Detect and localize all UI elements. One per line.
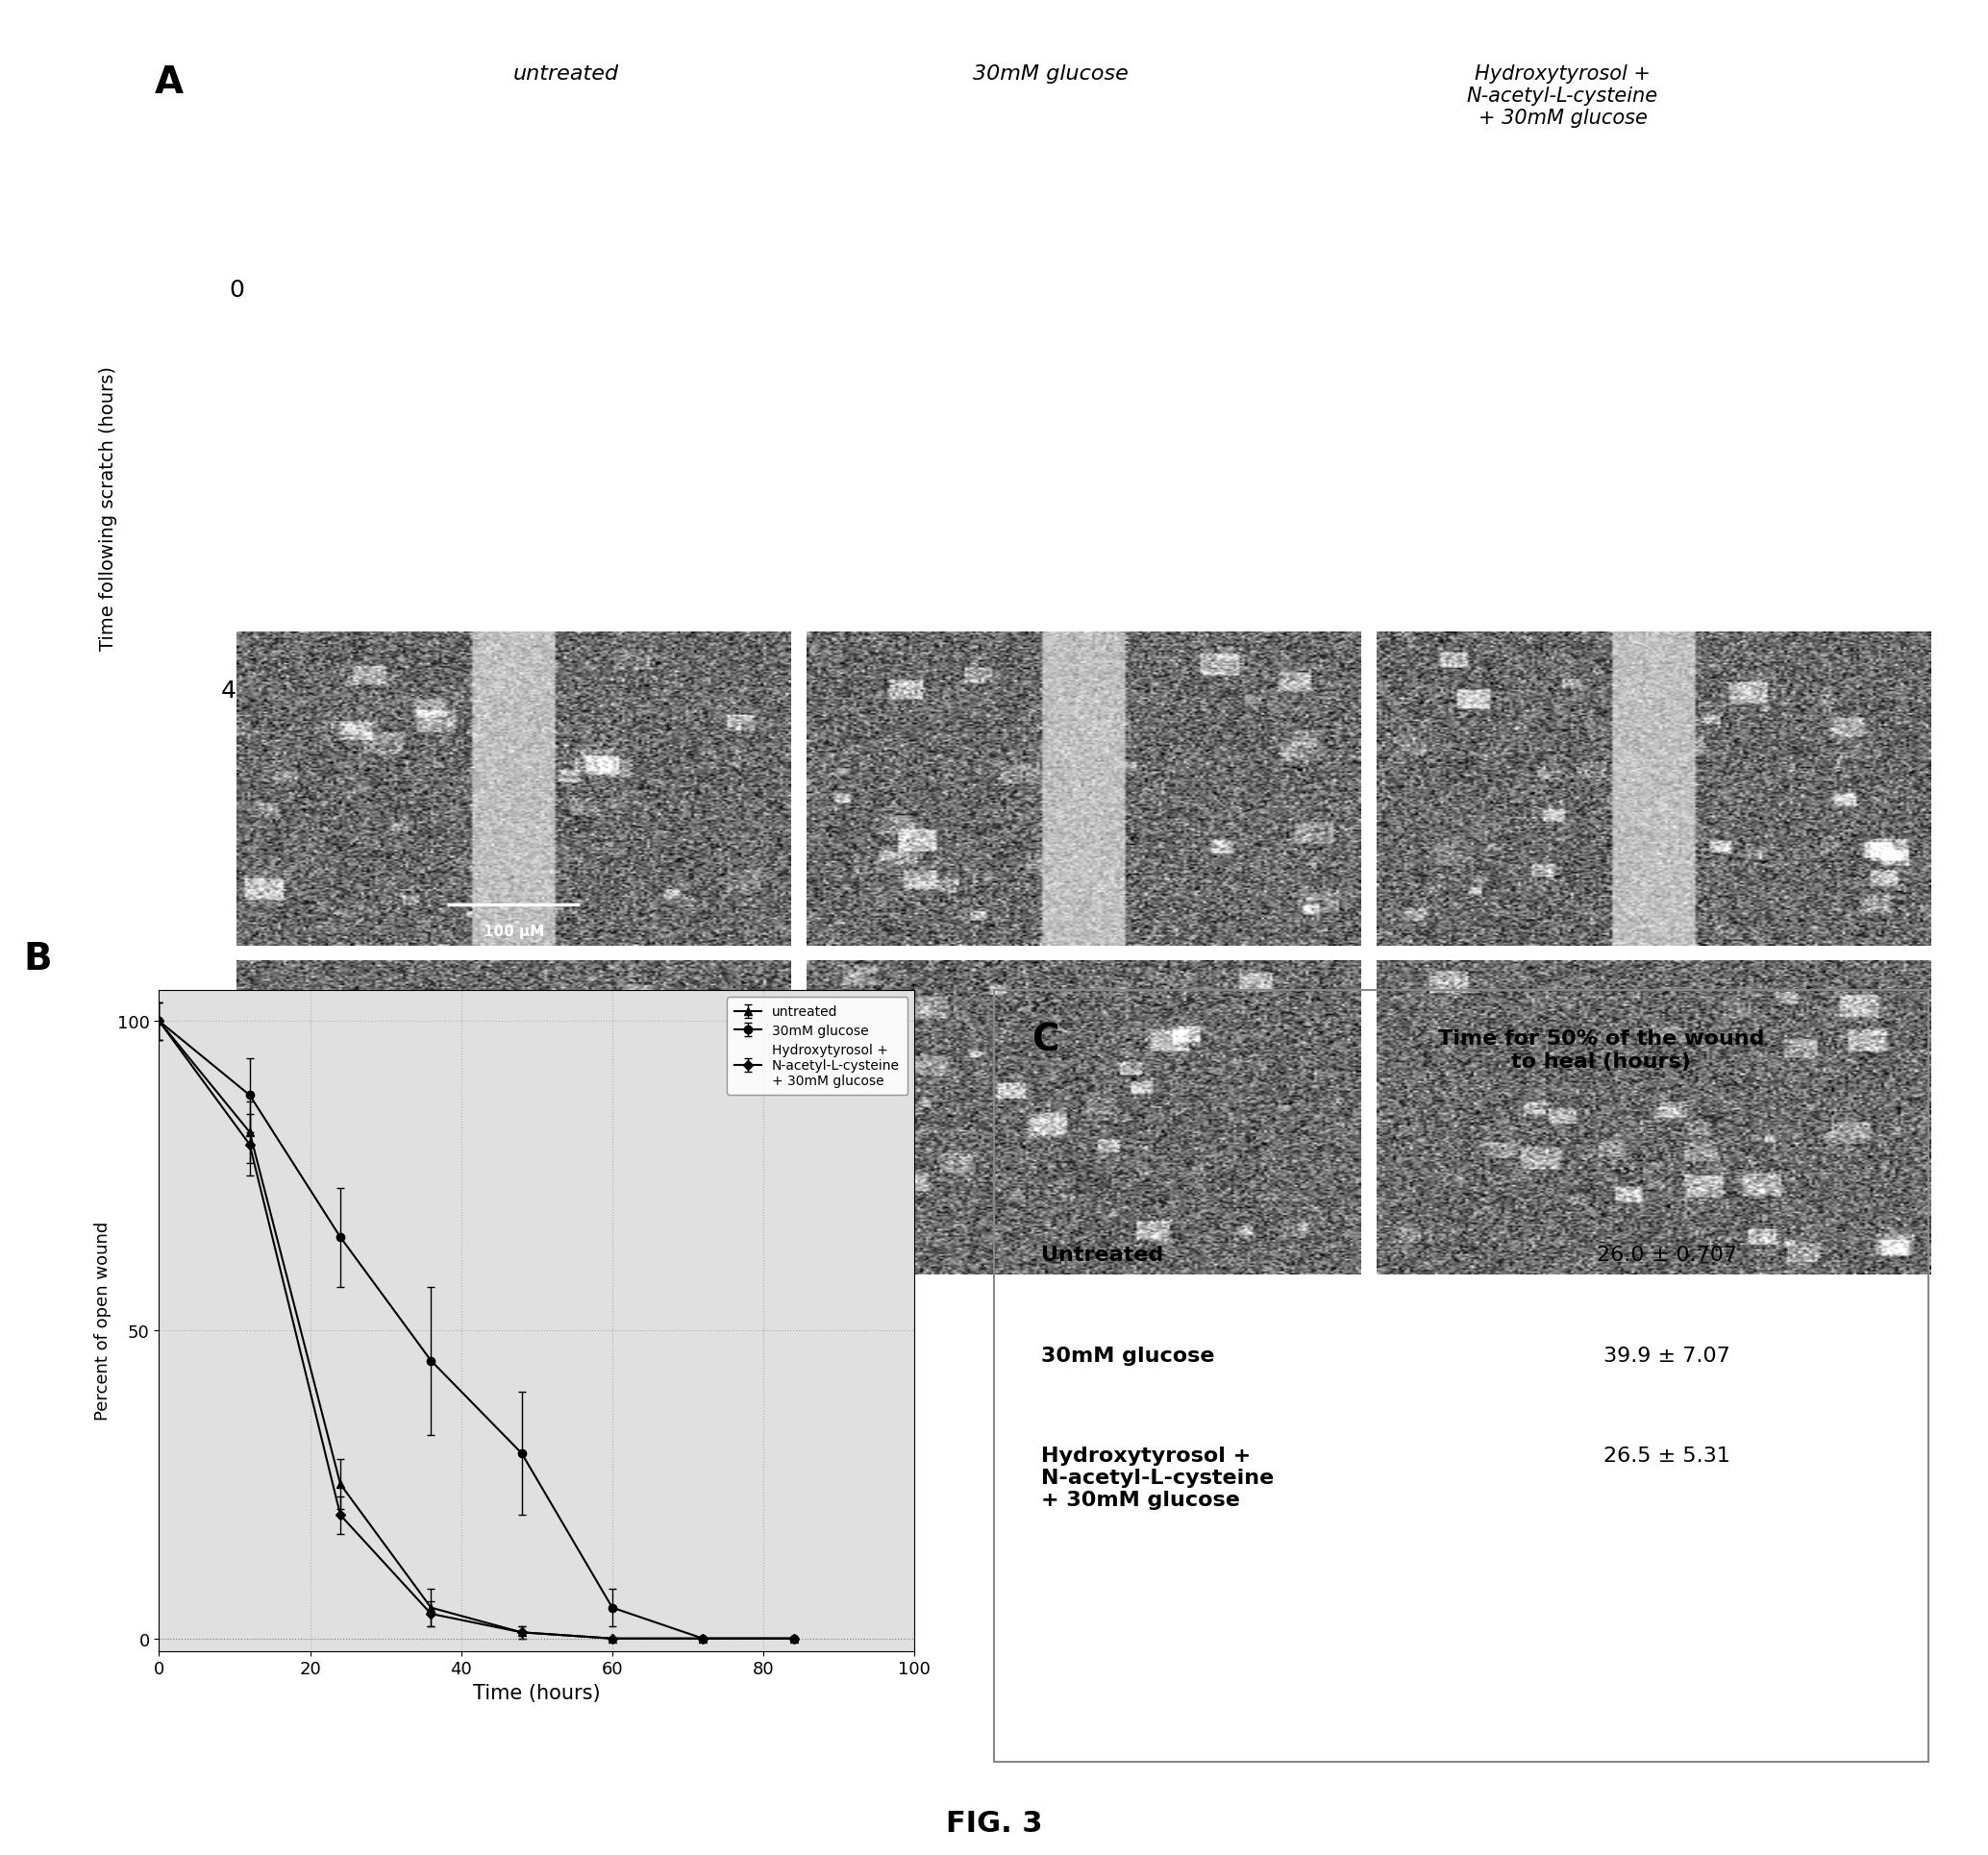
Text: 26.0 ± 0.707: 26.0 ± 0.707 — [1596, 1245, 1738, 1265]
Text: B: B — [24, 940, 52, 978]
Text: 100 μM: 100 μM — [483, 924, 545, 939]
Text: 39.9 ± 7.07: 39.9 ± 7.07 — [1604, 1345, 1730, 1365]
Text: Time for 50% of the wound
to heal (hours): Time for 50% of the wound to heal (hours… — [1437, 1030, 1765, 1070]
Text: 26.5 ± 5.31: 26.5 ± 5.31 — [1604, 1445, 1730, 1465]
Text: Untreated: Untreated — [1042, 1245, 1163, 1265]
Text: Time following scratch (hours): Time following scratch (hours) — [99, 365, 117, 651]
Text: Hydroxytyrosol +
N-acetyl-L-cysteine
+ 30mM glucose: Hydroxytyrosol + N-acetyl-L-cysteine + 3… — [1467, 65, 1658, 128]
Text: FIG. 3: FIG. 3 — [946, 1809, 1042, 1836]
Y-axis label: Percent of open wound: Percent of open wound — [95, 1221, 111, 1421]
Text: 48: 48 — [221, 679, 252, 703]
Text: A: A — [155, 65, 183, 100]
Text: C: C — [1032, 1022, 1060, 1057]
Text: 0: 0 — [229, 278, 245, 302]
Text: untreated: untreated — [513, 65, 618, 83]
Legend: untreated, 30mM glucose, Hydroxytyrosol +
N-acetyl-L-cysteine
+ 30mM glucose: untreated, 30mM glucose, Hydroxytyrosol … — [726, 998, 909, 1096]
Text: 30mM glucose: 30mM glucose — [1042, 1345, 1215, 1365]
Text: Hydroxytyrosol +
N-acetyl-L-cysteine
+ 30mM glucose: Hydroxytyrosol + N-acetyl-L-cysteine + 3… — [1042, 1445, 1274, 1510]
Text: 30mM glucose: 30mM glucose — [972, 65, 1129, 83]
X-axis label: Time (hours): Time (hours) — [473, 1682, 600, 1703]
